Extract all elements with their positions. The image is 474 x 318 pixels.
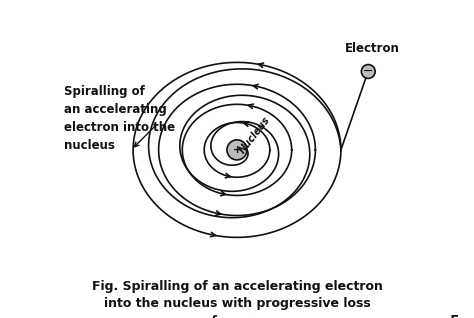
- Text: Nucleus: Nucleus: [238, 115, 273, 156]
- Text: Electron: Electron: [345, 42, 400, 55]
- Text: of energy: of energy: [203, 315, 271, 318]
- Circle shape: [227, 140, 247, 160]
- Text: +: +: [232, 145, 242, 155]
- Text: Fig. Spiralling of an accelerating electron: Fig. Spiralling of an accelerating elect…: [91, 280, 383, 293]
- Text: into the nucleus with progressive loss: into the nucleus with progressive loss: [104, 297, 370, 310]
- Text: 5: 5: [450, 314, 459, 318]
- Text: −: −: [363, 65, 374, 78]
- Circle shape: [361, 65, 375, 79]
- Text: Spiralling of
an accelerating
electron into the
nucleus: Spiralling of an accelerating electron i…: [64, 86, 175, 152]
